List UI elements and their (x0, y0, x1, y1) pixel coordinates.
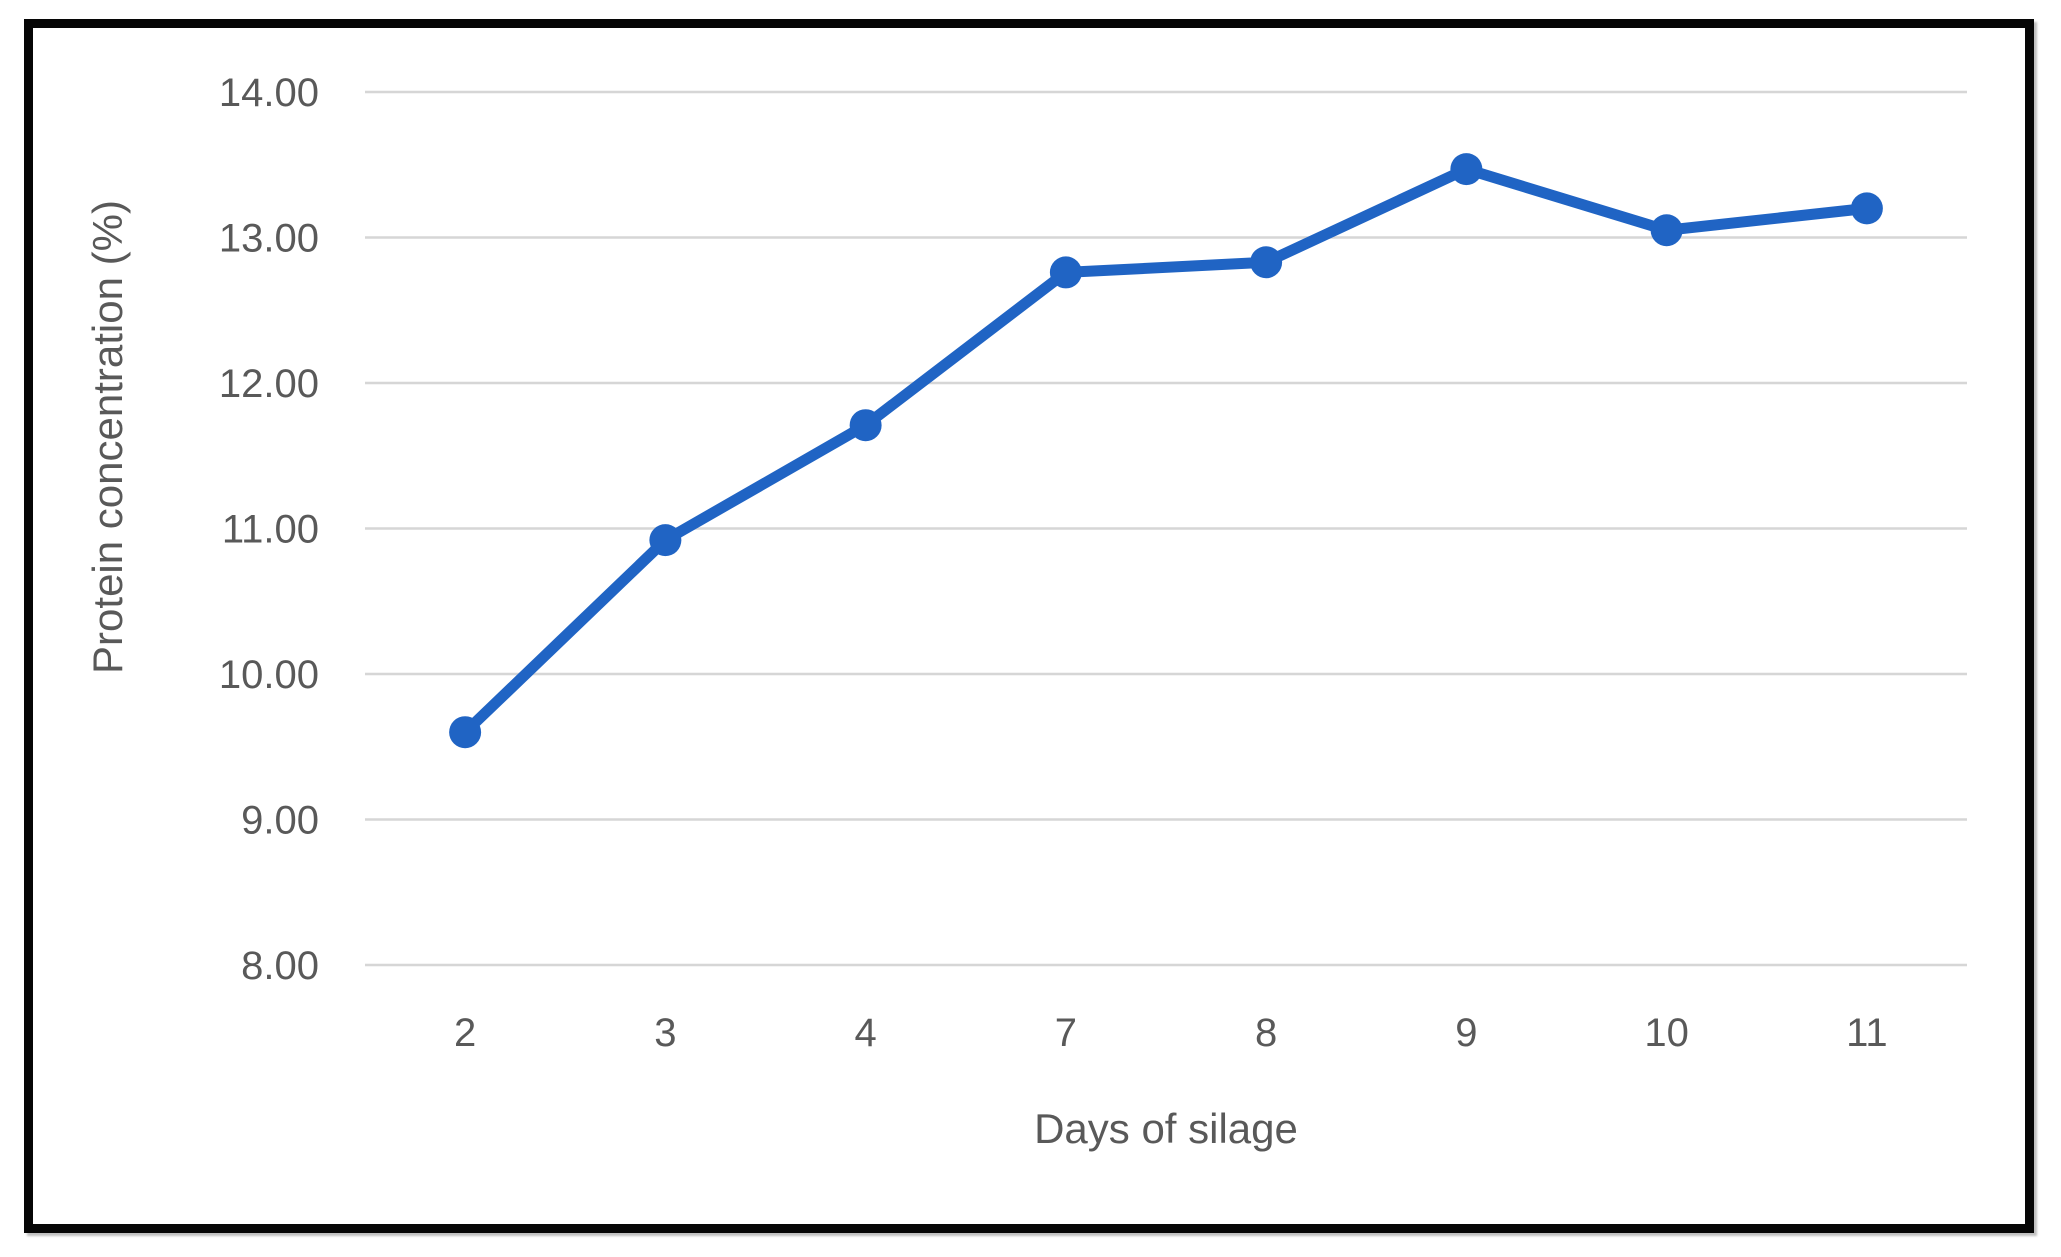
data-point-marker (1250, 246, 1283, 279)
x-tick-label: 4 (855, 1011, 877, 1055)
data-point-marker (1850, 192, 1883, 225)
y-tick-label: 13.00 (219, 217, 319, 261)
x-tick-label: 8 (1255, 1011, 1277, 1055)
x-tick-label: 7 (1055, 1011, 1077, 1055)
y-axis-title: Protein concentration (%) (84, 200, 131, 674)
series-group (449, 153, 1883, 749)
x-axis-title: Days of silage (1034, 1105, 1298, 1152)
x-tick-label: 3 (654, 1011, 676, 1055)
y-tick-label: 9.00 (241, 799, 319, 843)
data-point-marker (649, 524, 682, 557)
y-tick-label: 11.00 (222, 508, 319, 552)
x-tick-label: 11 (1846, 1011, 1888, 1055)
y-axis-tick-labels: 8.00 9.00 10.00 11.00 12.00 13.00 14.00 (219, 71, 319, 988)
series-line (459, 163, 1873, 738)
data-point-marker (1650, 214, 1683, 247)
y-tick-label: 14.00 (219, 71, 319, 115)
data-point-marker (449, 716, 482, 749)
y-tick-label: 10.00 (219, 653, 319, 697)
data-point-marker (849, 409, 882, 442)
gridlines (365, 90, 1967, 967)
x-tick-label: 9 (1455, 1011, 1477, 1055)
x-tick-label: 10 (1644, 1011, 1689, 1055)
y-tick-label: 8.00 (241, 944, 319, 988)
x-axis-tick-labels: 2 3 4 7 8 9 10 11 (454, 1011, 1888, 1055)
data-point-marker (1049, 256, 1082, 289)
x-tick-label: 2 (454, 1011, 476, 1055)
data-point-marker (1450, 153, 1483, 186)
y-tick-label: 12.00 (219, 362, 319, 406)
